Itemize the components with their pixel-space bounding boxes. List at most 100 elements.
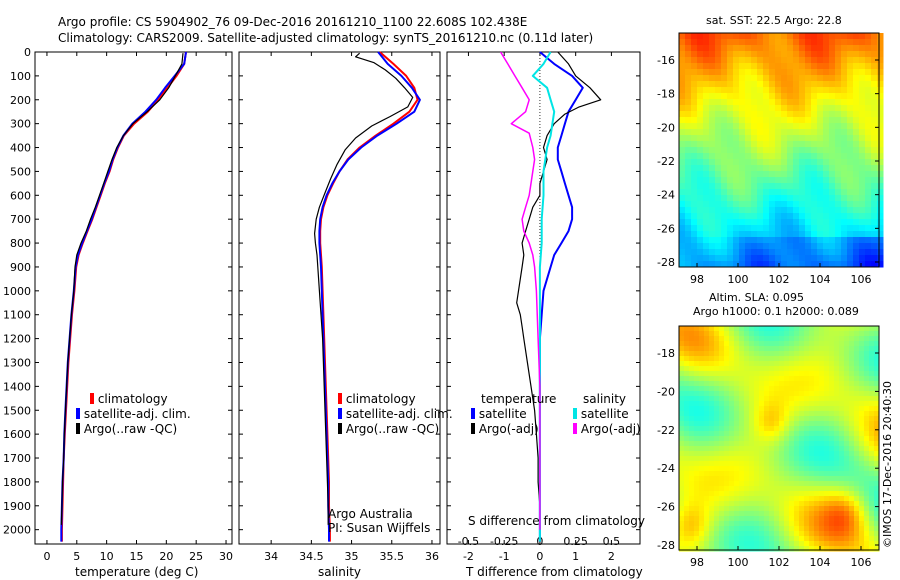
sla-map-cell xyxy=(859,516,865,522)
legend-swatch xyxy=(573,408,577,419)
sst-map-cell xyxy=(799,219,806,226)
sla-map-cell xyxy=(749,466,755,472)
sla-map-cell xyxy=(749,481,755,487)
sla-map-cell xyxy=(739,531,745,537)
y-tick-label: 1100 xyxy=(3,309,31,322)
sla-map-cell xyxy=(769,506,775,512)
sst-map-cell xyxy=(685,129,692,136)
sla-map-cell xyxy=(719,481,725,487)
sla-map-cell xyxy=(794,526,800,532)
sla-map-cell xyxy=(824,351,830,357)
sst-map-cell xyxy=(865,165,872,172)
sla-map-cell xyxy=(694,521,700,527)
sla-map-cell xyxy=(729,476,735,482)
sla-map-cell xyxy=(744,441,750,447)
sla-map-cell xyxy=(854,361,860,367)
sla-map-cell xyxy=(839,416,845,422)
sst-map-cell xyxy=(787,189,794,196)
sst-map-cell xyxy=(817,63,824,70)
sla-map-cell xyxy=(699,531,705,537)
sla-map-cell xyxy=(689,506,695,512)
sst-map-cell xyxy=(709,189,716,196)
y-tick-label: 600 xyxy=(10,189,31,202)
sst-map-cell xyxy=(871,75,878,82)
sla-map-cell xyxy=(719,346,725,352)
sst-map-cell xyxy=(679,141,686,148)
sst-map-cell xyxy=(859,207,866,214)
sla-map-cell xyxy=(754,526,760,532)
x-tick-label: -2 xyxy=(463,550,474,563)
sst-map-cell xyxy=(805,63,812,70)
sla-map-cell xyxy=(789,521,795,527)
sla-map-cell xyxy=(734,441,740,447)
sla-map-cell xyxy=(684,351,690,357)
sst-map-cell xyxy=(769,183,776,190)
sst-map-cell xyxy=(871,99,878,106)
sst-map-cell xyxy=(859,81,866,88)
sla-map-cell xyxy=(719,396,725,402)
sst-map-cell xyxy=(733,195,740,202)
sst-map-cell xyxy=(841,207,848,214)
sla-map-cell xyxy=(794,391,800,397)
sla-map-cell xyxy=(739,346,745,352)
sla-map-cell xyxy=(709,491,715,497)
sst-map-cell xyxy=(769,255,776,262)
sst-map-cell xyxy=(799,135,806,142)
sla-map-cell xyxy=(814,426,820,432)
sla-map-cell xyxy=(774,391,780,397)
s-difference-axis-label: S difference from climatology xyxy=(468,514,645,528)
x-tick-label: 15 xyxy=(129,550,143,563)
sst-map-cell xyxy=(793,231,800,238)
sst-map-cell xyxy=(703,135,710,142)
sst-map-cell xyxy=(817,243,824,250)
sla-map-cell xyxy=(754,401,760,407)
sst-map-cell xyxy=(757,255,764,262)
sla-map-cell xyxy=(769,421,775,427)
sla-map-cell xyxy=(724,391,730,397)
sst-map-cell xyxy=(823,51,830,58)
sst-map-cell xyxy=(859,99,866,106)
sla-map-cell xyxy=(864,351,870,357)
sla-map-cell xyxy=(679,451,685,457)
sla-map-cell xyxy=(784,541,790,547)
sla-map-cell xyxy=(744,421,750,427)
sla-map-cell xyxy=(774,501,780,507)
sst-map-cell xyxy=(865,159,872,166)
sst-map-cell xyxy=(829,261,836,268)
sla-map-cell xyxy=(739,521,745,527)
sst-map-cell xyxy=(847,171,854,178)
sst-map-cell xyxy=(757,141,764,148)
x-tick-label: 1 xyxy=(572,550,579,563)
sst-map-cell xyxy=(805,93,812,100)
sla-map-cell xyxy=(729,421,735,427)
sla-map-cell xyxy=(709,386,715,392)
sst-map-cell xyxy=(787,147,794,154)
sst-map-cell xyxy=(763,261,770,268)
sst-map-cell xyxy=(691,201,698,208)
sla-map-cell xyxy=(679,346,685,352)
sst-map-cell xyxy=(751,243,758,250)
sla-map-cell xyxy=(719,421,725,427)
sla-map-cell xyxy=(729,356,735,362)
sla-map-cell xyxy=(864,461,870,467)
sla-map-cell xyxy=(869,326,875,332)
sst-map-cell xyxy=(793,57,800,64)
sst-map-cell xyxy=(775,261,782,268)
sla-map-cell xyxy=(804,401,810,407)
sla-map-cell xyxy=(779,406,785,412)
sst-map-cell xyxy=(727,165,734,172)
sst-map-cell xyxy=(829,243,836,250)
sla-map-cell xyxy=(729,376,735,382)
x-tick-label: 25 xyxy=(189,550,203,563)
sla-map-cell xyxy=(689,371,695,377)
sst-map-cell xyxy=(793,141,800,148)
sla-map-cell xyxy=(729,521,735,527)
sla-map-cell xyxy=(819,331,825,337)
sla-map-cell xyxy=(739,331,745,337)
sla-map-cell xyxy=(784,491,790,497)
sla-map-cell xyxy=(814,421,820,427)
sst-map-cell xyxy=(751,111,758,118)
sla-map-cell xyxy=(814,431,820,437)
sla-map-cell xyxy=(824,466,830,472)
sla-map-cell xyxy=(779,436,785,442)
